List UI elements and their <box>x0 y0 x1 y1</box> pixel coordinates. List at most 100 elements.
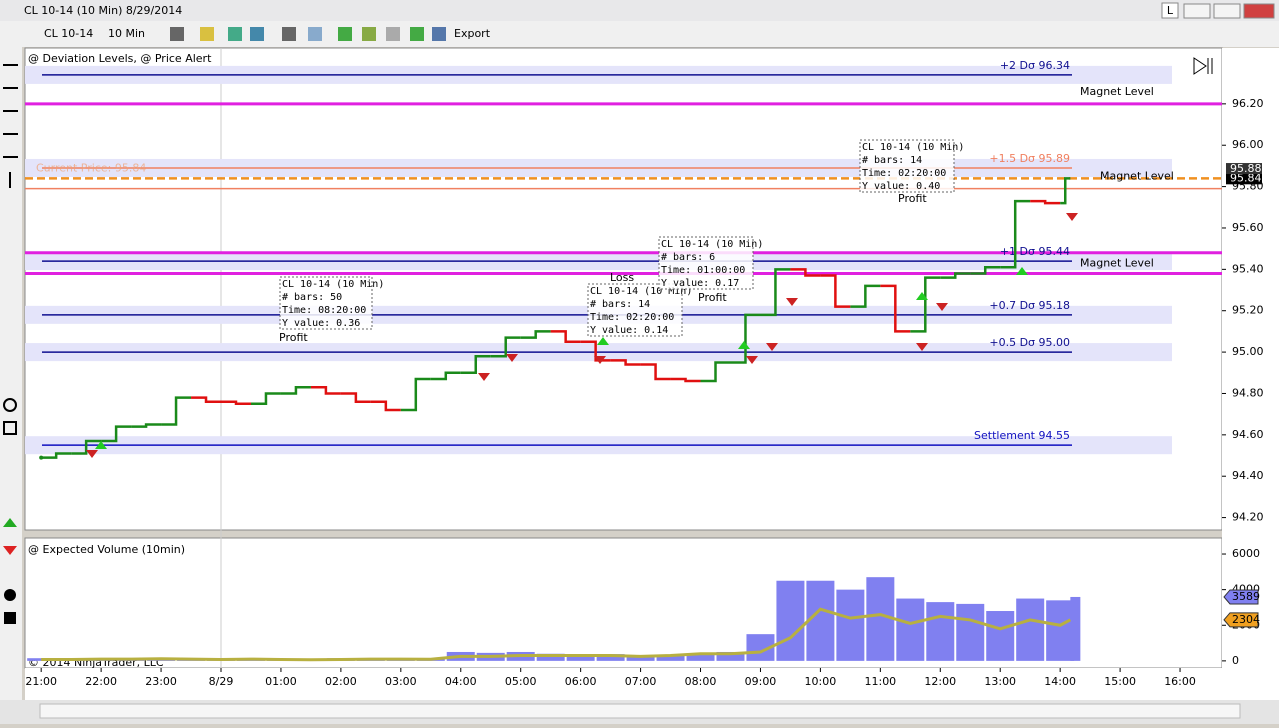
sell-arrow <box>478 373 490 381</box>
properties-icon[interactable] <box>432 27 446 41</box>
volume-bar <box>986 611 1015 661</box>
close-button[interactable] <box>1243 3 1275 19</box>
buy-arrow <box>95 441 107 449</box>
square-tool[interactable] <box>4 612 16 624</box>
volume-bar <box>1016 598 1045 661</box>
sell-arrow <box>766 343 778 351</box>
volume-bar <box>626 655 655 661</box>
trade-info: CL 10-14 (10 Min) <box>661 239 763 250</box>
volume-marker-label: 2304 <box>1232 613 1260 626</box>
window-title: CL 10-14 (10 Min) 8/29/2014 <box>24 4 182 17</box>
x-tick-label: 01:00 <box>265 675 297 688</box>
toolbar-icons <box>170 27 446 41</box>
price-segment <box>910 276 941 333</box>
y-tick-label: 95.00 <box>1232 345 1264 358</box>
x-tick-label: 03:00 <box>385 675 417 688</box>
minimize-button[interactable] <box>1183 3 1211 19</box>
x-tick-label: 02:00 <box>325 675 357 688</box>
volume-panel-title: @ Expected Volume (10min) <box>28 543 185 556</box>
time-axis-area <box>25 668 1279 700</box>
x-tick-label: 13:00 <box>984 675 1016 688</box>
volume-bar <box>1046 600 1075 661</box>
last-price-label: 95.84 <box>1230 171 1262 184</box>
price-segment <box>640 363 671 381</box>
arrow-up-tool[interactable] <box>3 518 17 527</box>
y-tick-label: 94.40 <box>1232 469 1264 482</box>
volume-bar <box>806 580 835 661</box>
volume-bar <box>836 589 865 661</box>
volume-bar <box>536 653 565 661</box>
draw-icon[interactable] <box>200 27 214 41</box>
price-segment <box>430 371 461 381</box>
drawing-tools <box>3 64 18 435</box>
y-tick-label: 94.80 <box>1232 386 1264 399</box>
price-segment <box>700 361 731 383</box>
lock-button-label[interactable]: L <box>1167 4 1174 17</box>
scroll-to-end-button[interactable] <box>1193 57 1213 75</box>
zoom-out-icon[interactable] <box>250 27 264 41</box>
scrollbar-thumb[interactable] <box>39 703 1241 719</box>
trade-info: # bars: 14 <box>590 299 650 310</box>
x-tick-label: 05:00 <box>505 675 537 688</box>
x-tick-label: 8/29 <box>209 675 234 688</box>
money-icon[interactable] <box>410 27 424 41</box>
price-segment <box>71 439 102 455</box>
price-segment <box>41 452 72 459</box>
trade-info: CL 10-14 (10 Min) <box>282 279 384 290</box>
price-segment <box>400 377 431 412</box>
volume-marker-label: 3589 <box>1232 590 1260 603</box>
trade-info: Y value: 0.17 <box>661 278 739 289</box>
x-tick-label: 16:00 <box>1164 675 1196 688</box>
bar-type-icon[interactable] <box>170 27 184 41</box>
x-tick-label: 15:00 <box>1104 675 1136 688</box>
x-tick-label: 04:00 <box>445 675 477 688</box>
price-marker-label: 95.88 <box>1230 162 1262 175</box>
price-segment <box>940 272 971 279</box>
trade-result: Loss <box>610 271 634 284</box>
x-tick-label: 23:00 <box>145 675 177 688</box>
price-segment <box>460 354 491 375</box>
buy-arrow <box>916 292 928 300</box>
y-tick-label: 96.00 <box>1232 138 1264 151</box>
deviation-label: +1.5 Dσ 95.89 <box>989 152 1070 165</box>
buy-arrow <box>597 337 609 345</box>
strategy-icon[interactable] <box>338 27 352 41</box>
price-segment <box>191 396 222 403</box>
search-icon[interactable] <box>308 27 322 41</box>
price-segment <box>820 274 851 308</box>
maximize-button[interactable] <box>1213 3 1241 19</box>
volume-bar <box>866 577 895 661</box>
crosshair-icon[interactable] <box>282 27 296 41</box>
y-tick-label: 96.20 <box>1232 97 1264 110</box>
arrow-down-tool[interactable] <box>3 546 17 555</box>
chart-icon[interactable] <box>386 27 400 41</box>
toolbar <box>0 21 1279 47</box>
deviation-label: +0.7 Dσ 95.18 <box>989 299 1070 312</box>
magnet-label: Magnet Level <box>1080 256 1154 269</box>
buy-arrow <box>738 341 750 349</box>
y-tick-label: 6000 <box>1232 547 1260 560</box>
volume-bar <box>716 651 745 661</box>
indicator-icon[interactable] <box>362 27 376 41</box>
deviation-label: +0.5 Dσ 95.00 <box>989 336 1070 349</box>
ellipse-tool[interactable] <box>3 398 17 412</box>
trade-info: Time: 02:20:00 <box>862 168 946 179</box>
trade-info: Y value: 0.36 <box>282 318 360 329</box>
drawing-toolbar <box>0 47 22 703</box>
price-panel-title: @ Deviation Levels, @ Price Alert <box>28 52 212 65</box>
y-tick-label: 94.20 <box>1232 511 1264 524</box>
x-tick-label: 07:00 <box>625 675 657 688</box>
volume-bar <box>1070 596 1081 661</box>
dot-tool[interactable] <box>4 589 16 601</box>
current-price-label: Current Price: 95.84 <box>36 161 146 174</box>
price-segment <box>340 392 371 403</box>
lock-button[interactable] <box>1161 2 1179 19</box>
instrument-selector[interactable]: CL 10-14 <box>44 27 93 40</box>
interval-selector[interactable]: 10 Min <box>108 27 145 40</box>
export-button[interactable]: Export <box>454 27 491 40</box>
deviation-label: Settlement 94.55 <box>974 429 1070 442</box>
zoom-in-icon[interactable] <box>228 27 242 41</box>
x-tick-label: 12:00 <box>924 675 956 688</box>
x-tick-label: 08:00 <box>685 675 717 688</box>
rectangle-tool[interactable] <box>3 421 17 435</box>
